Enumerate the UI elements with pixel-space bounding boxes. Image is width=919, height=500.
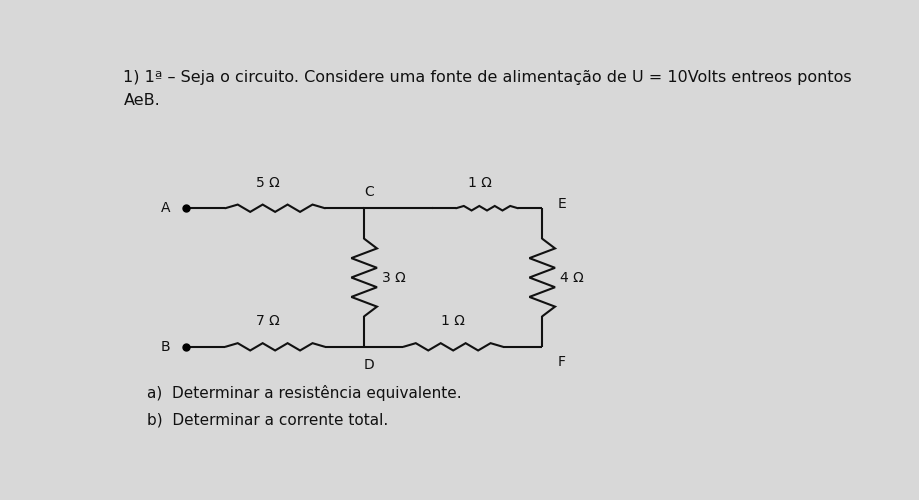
Text: A: A bbox=[161, 201, 170, 215]
Text: C: C bbox=[364, 184, 374, 198]
Text: 3 Ω: 3 Ω bbox=[382, 270, 405, 284]
Text: E: E bbox=[558, 198, 567, 211]
Text: 5 Ω: 5 Ω bbox=[256, 176, 280, 190]
Text: 1) 1ª – Seja o circuito. Considere uma fonte de alimentação de U = 10Volts entre: 1) 1ª – Seja o circuito. Considere uma f… bbox=[123, 70, 852, 84]
Text: F: F bbox=[558, 354, 566, 368]
Text: 1 Ω: 1 Ω bbox=[441, 314, 465, 328]
Text: 4 Ω: 4 Ω bbox=[560, 270, 584, 284]
Text: a)  Determinar a resistência equivalente.: a) Determinar a resistência equivalente. bbox=[147, 386, 461, 402]
Text: B: B bbox=[161, 340, 170, 354]
Text: AeB.: AeB. bbox=[123, 92, 160, 108]
Text: 1 Ω: 1 Ω bbox=[468, 176, 492, 190]
Text: D: D bbox=[364, 358, 374, 372]
Text: 7 Ω: 7 Ω bbox=[256, 314, 280, 328]
Text: b)  Determinar a corrente total.: b) Determinar a corrente total. bbox=[147, 412, 388, 428]
